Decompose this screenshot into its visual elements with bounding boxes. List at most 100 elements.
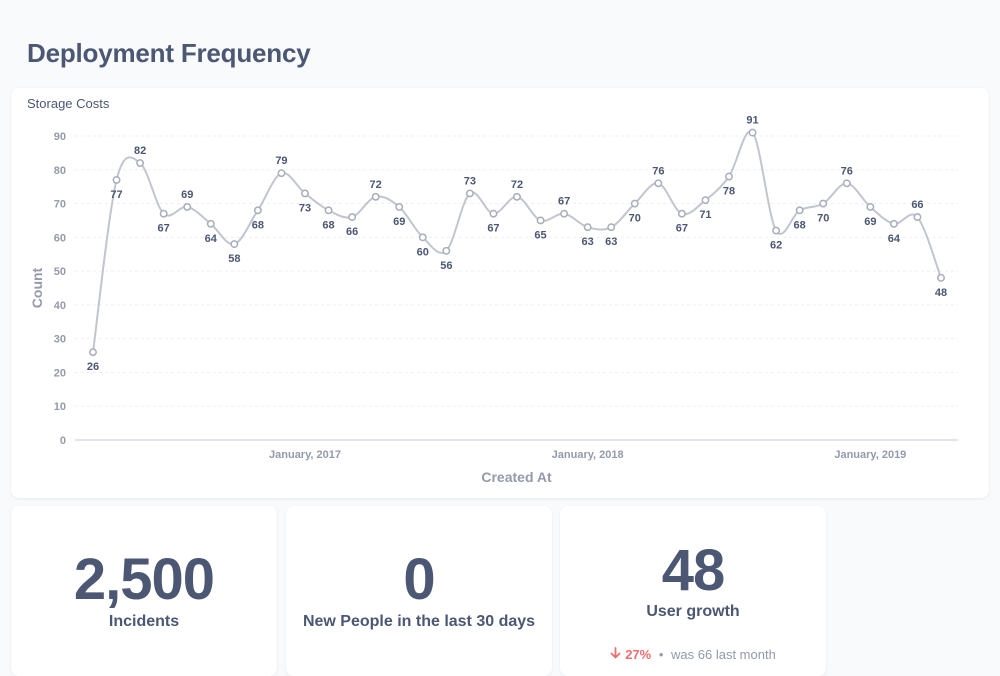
- y-tick-label: 40: [54, 300, 66, 312]
- data-label: 68: [322, 219, 334, 231]
- data-label: 79: [275, 155, 287, 167]
- scalar-label[interactable]: User growth: [646, 603, 740, 620]
- data-point[interactable]: [913, 213, 922, 222]
- data-label: 72: [511, 179, 523, 191]
- data-label: 64: [205, 233, 218, 245]
- y-tick-label: 20: [54, 367, 66, 379]
- data-point[interactable]: [301, 189, 309, 198]
- x-axis-title: Created At: [481, 469, 552, 485]
- data-label: 64: [888, 233, 901, 245]
- data-label: 67: [676, 223, 688, 235]
- data-label: 71: [699, 209, 711, 221]
- data-label: 77: [110, 189, 122, 201]
- data-label: 63: [582, 236, 594, 248]
- data-label: 68: [794, 219, 806, 231]
- data-label: 67: [487, 223, 499, 235]
- data-point[interactable]: [513, 192, 521, 201]
- scalar-label[interactable]: New People in the last 30 days: [302, 613, 536, 630]
- data-point[interactable]: [842, 179, 851, 188]
- y-tick-label: 70: [54, 199, 66, 211]
- data-label: 26: [87, 361, 99, 373]
- scalar-card-new-people[interactable]: 0 New People in the last 30 days: [286, 506, 552, 676]
- data-label: 63: [605, 236, 617, 248]
- data-label: 91: [746, 115, 758, 127]
- data-point[interactable]: [560, 209, 569, 218]
- data-label: 60: [417, 246, 429, 258]
- data-point[interactable]: [89, 348, 97, 357]
- chart-card[interactable]: Storage Costs 0 10 20 30 40 50 60 70 80 90 January…: [11, 88, 989, 498]
- data-point[interactable]: [536, 216, 545, 225]
- data-label: 68: [252, 219, 264, 231]
- data-point[interactable]: [654, 179, 663, 188]
- data-point[interactable]: [937, 273, 945, 282]
- data-label: 67: [158, 223, 170, 235]
- data-label: 58: [228, 253, 240, 265]
- scalar-card-incidents[interactable]: 2,500 Incidents: [11, 506, 277, 676]
- data-point[interactable]: [183, 202, 192, 211]
- data-point[interactable]: [206, 219, 215, 228]
- data-point[interactable]: [112, 175, 121, 184]
- data-point[interactable]: [630, 199, 639, 208]
- data-label: 72: [370, 179, 382, 191]
- data-point[interactable]: [701, 196, 710, 205]
- data-label: 76: [841, 165, 853, 177]
- y-tick-label: 50: [54, 266, 66, 278]
- data-point[interactable]: [159, 209, 168, 218]
- data-label: 69: [864, 216, 876, 228]
- trend-comparison: was 66 last month: [671, 647, 776, 662]
- data-point[interactable]: [748, 128, 757, 137]
- data-label: 48: [935, 287, 947, 299]
- scalar-card-user-growth[interactable]: 48 User growth 27% • was 66 last month: [560, 506, 826, 676]
- series-line: [92, 130, 942, 353]
- trend-percent: 27%: [625, 647, 652, 662]
- data-point[interactable]: [725, 172, 733, 181]
- data-point[interactable]: [395, 202, 404, 211]
- data-point[interactable]: [795, 206, 804, 215]
- data-label: 67: [558, 196, 570, 208]
- data-point[interactable]: [607, 223, 616, 232]
- data-point[interactable]: [465, 189, 474, 198]
- arrow-down-icon: [610, 647, 621, 662]
- data-label: 65: [534, 229, 546, 241]
- data-point[interactable]: [583, 223, 592, 232]
- data-point[interactable]: [230, 240, 239, 249]
- data-point[interactable]: [489, 209, 498, 218]
- scalar-label[interactable]: Incidents: [108, 613, 180, 630]
- data-point[interactable]: [348, 213, 357, 222]
- data-point[interactable]: [324, 206, 333, 215]
- data-point[interactable]: [277, 169, 286, 178]
- data-label: 76: [652, 165, 664, 177]
- y-tick-label: 90: [54, 131, 66, 143]
- data-point[interactable]: [772, 226, 781, 235]
- line-chart[interactable]: 0 10 20 30 40 50 60 70 80 90 January, 2017 January,…: [11, 88, 989, 498]
- y-tick-label: 10: [54, 401, 66, 413]
- scalar-value: 48: [661, 538, 726, 603]
- scalar-value: 2,500: [73, 547, 215, 612]
- data-label: 69: [393, 216, 405, 228]
- data-point[interactable]: [371, 192, 380, 201]
- x-tick-label: January, 2018: [552, 449, 624, 461]
- trend-row: 27% • was 66 last month: [560, 647, 826, 662]
- y-tick-label: 30: [54, 334, 66, 346]
- data-point[interactable]: [677, 209, 686, 218]
- data-label: 66: [911, 199, 923, 211]
- data-label: 69: [181, 189, 193, 201]
- data-label: 70: [817, 213, 829, 225]
- data-point[interactable]: [418, 233, 427, 242]
- trend-separator: •: [658, 647, 664, 662]
- y-axis-title: Count: [29, 267, 45, 308]
- data-point[interactable]: [442, 246, 451, 255]
- data-label: 62: [770, 240, 782, 252]
- scalar-value: 0: [403, 547, 435, 612]
- data-label: 82: [134, 145, 146, 157]
- data-point[interactable]: [889, 219, 898, 228]
- data-point[interactable]: [819, 199, 828, 208]
- chart-card-title[interactable]: Storage Costs: [27, 96, 110, 111]
- y-tick-label: 80: [54, 165, 66, 177]
- data-label: 73: [299, 202, 311, 214]
- data-label: 70: [629, 213, 641, 225]
- data-point[interactable]: [136, 159, 145, 167]
- data-point[interactable]: [253, 206, 262, 215]
- data-point[interactable]: [866, 202, 875, 211]
- dashboard-title: Deployment Frequency: [27, 38, 311, 68]
